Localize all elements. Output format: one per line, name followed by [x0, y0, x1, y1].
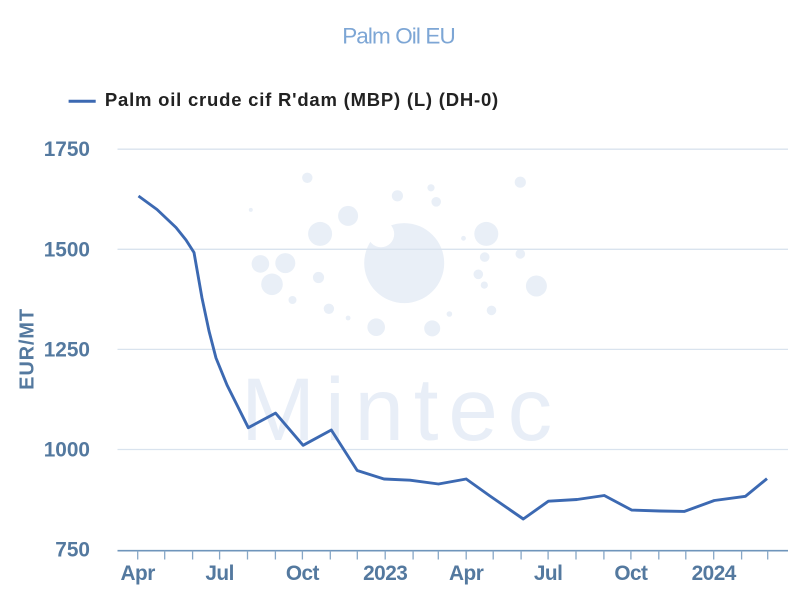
svg-text:Apr: Apr: [449, 562, 484, 585]
svg-text:1250: 1250: [44, 338, 90, 361]
svg-text:Palm oil crude cif R'dam (MBP): Palm oil crude cif R'dam (MBP) (L) (DH-0…: [105, 89, 499, 110]
svg-text:Palm Oil EU: Palm Oil EU: [342, 24, 455, 49]
svg-text:Oct: Oct: [286, 562, 320, 585]
svg-text:Mintec: Mintec: [241, 359, 562, 459]
svg-text:Jul: Jul: [205, 562, 234, 585]
svg-text:1750: 1750: [44, 138, 90, 161]
svg-text:Apr: Apr: [121, 562, 156, 585]
svg-text:Jul: Jul: [534, 562, 563, 585]
svg-text:2024: 2024: [692, 562, 737, 585]
svg-text:1000: 1000: [44, 439, 90, 462]
svg-text:1500: 1500: [44, 238, 90, 261]
svg-text:750: 750: [55, 539, 90, 562]
svg-text:Oct: Oct: [614, 562, 648, 585]
svg-text:EUR/MT: EUR/MT: [17, 308, 39, 390]
svg-text:2023: 2023: [363, 562, 407, 585]
